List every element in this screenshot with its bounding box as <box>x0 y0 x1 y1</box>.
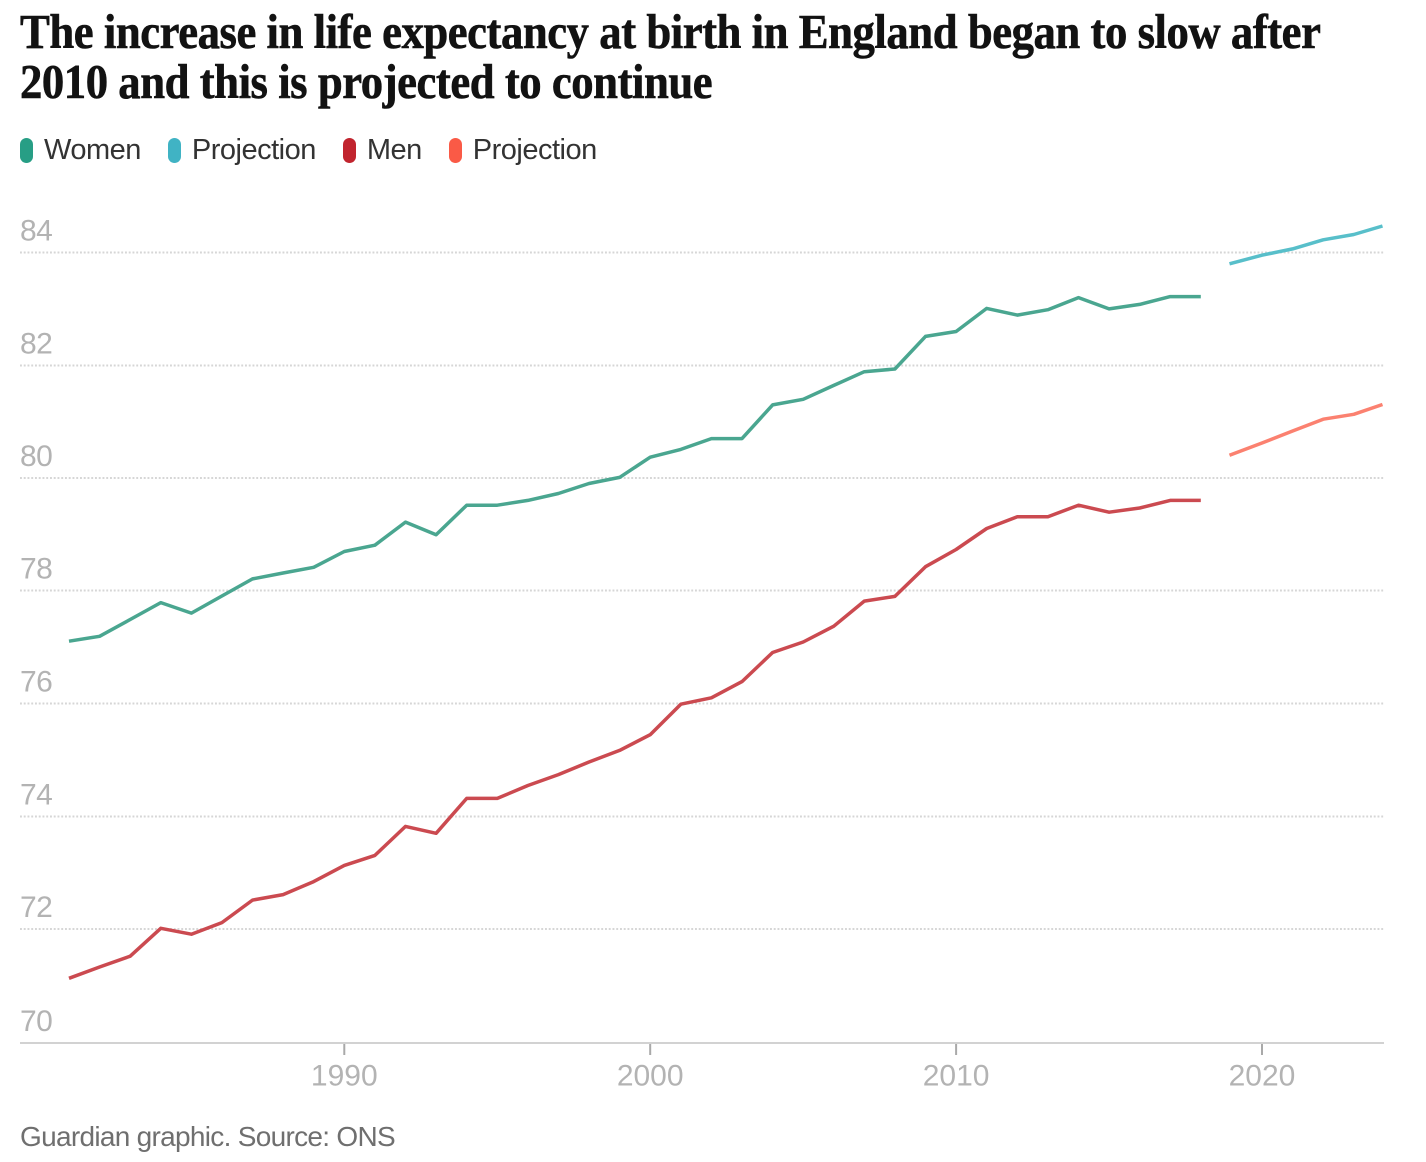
svg-text:2020: 2020 <box>1229 1060 1296 1093</box>
svg-text:82: 82 <box>20 328 52 361</box>
svg-text:84: 84 <box>20 215 52 248</box>
svg-text:78: 78 <box>20 553 52 586</box>
svg-text:2000: 2000 <box>617 1060 684 1093</box>
svg-text:74: 74 <box>20 779 52 812</box>
svg-text:72: 72 <box>20 891 52 924</box>
svg-text:Guardian graphic. Source: ONS: Guardian graphic. Source: ONS <box>20 1121 395 1152</box>
svg-text:76: 76 <box>20 666 52 699</box>
svg-text:2010: 2010 <box>923 1060 990 1093</box>
svg-text:1990: 1990 <box>311 1060 378 1093</box>
svg-text:70: 70 <box>20 1005 52 1038</box>
svg-text:80: 80 <box>20 440 52 473</box>
